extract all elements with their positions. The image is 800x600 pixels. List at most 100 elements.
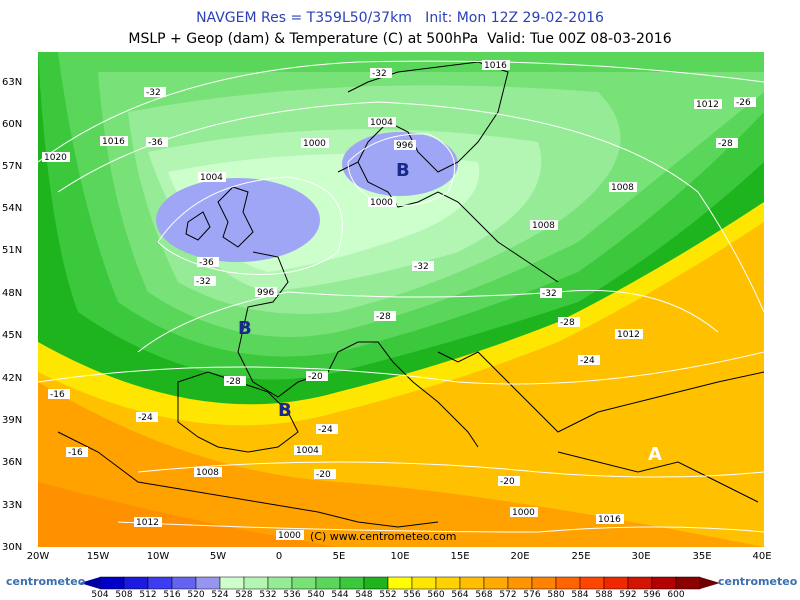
colorbar-value-label: 508 bbox=[115, 590, 133, 600]
lat-label-42n: 42N bbox=[2, 373, 23, 384]
pressure-system-label: B bbox=[396, 160, 410, 181]
colorbar-swatch bbox=[459, 576, 485, 590]
isobar-label: 1000 bbox=[370, 198, 393, 208]
colorbar-swatch bbox=[411, 576, 437, 590]
isobar-label: 1004 bbox=[370, 118, 393, 128]
isobar-label: 1004 bbox=[200, 173, 223, 183]
colorbar-value-label: 524 bbox=[211, 590, 229, 600]
isobar-label: 1012 bbox=[136, 518, 159, 528]
temp-label: -24 bbox=[580, 356, 595, 366]
temp-label: -28 bbox=[718, 139, 733, 149]
isobar-label: 1016 bbox=[484, 61, 507, 71]
colorbar-value-label: 592 bbox=[619, 590, 637, 600]
temp-label: -36 bbox=[199, 258, 214, 268]
lon-label-25e: 25E bbox=[571, 551, 591, 562]
colorbar-value-label: 564 bbox=[451, 590, 469, 600]
colorbar-swatch bbox=[627, 576, 653, 590]
colorbar-value-label: 580 bbox=[547, 590, 565, 600]
pressure-system-label: B bbox=[278, 400, 292, 421]
colorbar-swatch bbox=[147, 576, 173, 590]
colorbar-swatch bbox=[291, 576, 317, 590]
colorbar-swatch bbox=[123, 576, 149, 590]
colorbar-value-label: 528 bbox=[235, 590, 253, 600]
lon-label-10w: 10W bbox=[146, 551, 170, 562]
colorbar-value-label: 584 bbox=[571, 590, 589, 600]
lon-label-30e: 30E bbox=[631, 551, 651, 562]
isobar-label: 996 bbox=[257, 288, 274, 298]
colorbar-value-label: 544 bbox=[331, 590, 349, 600]
colorbar-swatch bbox=[555, 576, 581, 590]
lat-label-39n: 39N bbox=[2, 415, 23, 426]
lat-label-45n: 45N bbox=[2, 330, 23, 341]
colorbar-value-label: 540 bbox=[307, 590, 325, 600]
weather-map: 1016 1012 1020 1016 1004 1000 1004 996 1008 1000 1… bbox=[38, 52, 764, 547]
temp-label: -32 bbox=[196, 277, 211, 287]
colorbar-swatch bbox=[195, 576, 221, 590]
temp-label: -36 bbox=[148, 138, 163, 148]
lon-label-35e: 35E bbox=[692, 551, 712, 562]
temp-label: -32 bbox=[414, 262, 429, 272]
temp-label: -20 bbox=[316, 470, 331, 480]
colorbar-value-label: 536 bbox=[283, 590, 301, 600]
lat-label-60n: 60N bbox=[2, 119, 23, 130]
colorbar-swatch bbox=[363, 576, 389, 590]
isobar-label: 1016 bbox=[102, 137, 125, 147]
isobar-label: 1000 bbox=[303, 139, 326, 149]
colorbar-swatch bbox=[651, 576, 677, 590]
colorbar-swatch bbox=[339, 576, 365, 590]
temp-label: -28 bbox=[226, 377, 241, 387]
colorbar-value-label: 504 bbox=[91, 590, 109, 600]
temp-label: -28 bbox=[376, 312, 391, 322]
isobar-label: 1012 bbox=[696, 100, 719, 110]
isobar-label: 1008 bbox=[196, 468, 219, 478]
colorbar-value-label: 512 bbox=[139, 590, 157, 600]
colorbar-value-label: 576 bbox=[523, 590, 541, 600]
isobar-label: 1000 bbox=[278, 531, 301, 541]
colorbar-value-label: 556 bbox=[403, 590, 421, 600]
colorbar-value-label: 596 bbox=[643, 590, 661, 600]
lat-label-51n: 51N bbox=[2, 245, 23, 256]
colorbar-right-arrow bbox=[700, 577, 720, 589]
temp-label: -32 bbox=[372, 69, 387, 79]
copyright-text: (C) www.centrometeo.com bbox=[310, 530, 456, 543]
colorbar-value-label: 588 bbox=[595, 590, 613, 600]
colorbar-swatch bbox=[483, 576, 509, 590]
lat-label-57n: 57N bbox=[2, 161, 23, 172]
colorbar-swatch bbox=[387, 576, 413, 590]
colorbar-value-label: 532 bbox=[259, 590, 277, 600]
logo-left: centrometeo bbox=[6, 575, 86, 588]
title-line-1: NAVGEM Res = T359L50/37km Init: Mon 12Z … bbox=[196, 10, 604, 26]
isobar-label: 1004 bbox=[296, 446, 319, 456]
colorbar-value-label: 560 bbox=[427, 590, 445, 600]
lat-label-63n: 63N bbox=[2, 77, 23, 88]
colorbar-value-label: 552 bbox=[379, 590, 397, 600]
logo-right: centrometeo bbox=[718, 575, 798, 588]
colorbar-value-label: 516 bbox=[163, 590, 181, 600]
temp-label: -28 bbox=[560, 318, 575, 328]
colorbar-swatch bbox=[603, 576, 629, 590]
colorbar bbox=[0, 571, 800, 600]
temp-label: -32 bbox=[146, 88, 161, 98]
temp-label: -26 bbox=[736, 98, 751, 108]
lat-label-48n: 48N bbox=[2, 288, 23, 299]
temp-label: -24 bbox=[138, 413, 153, 423]
lat-label-30n: 30N bbox=[2, 542, 23, 553]
isobar-label: 1016 bbox=[598, 515, 621, 525]
isobar-label: 1008 bbox=[532, 221, 555, 231]
colorbar-swatch bbox=[579, 576, 605, 590]
colorbar-swatch bbox=[435, 576, 461, 590]
colorbar-swatch bbox=[99, 576, 125, 590]
lon-label-5e: 5E bbox=[332, 551, 346, 562]
isobar-label: 1000 bbox=[512, 508, 535, 518]
lat-label-54n: 54N bbox=[2, 203, 23, 214]
colorbar-value-label: 572 bbox=[499, 590, 517, 600]
pressure-system-label: B bbox=[238, 318, 252, 339]
lon-label-40e: 40E bbox=[752, 551, 772, 562]
temp-label: -32 bbox=[542, 289, 557, 299]
isobar-label: 996 bbox=[396, 141, 413, 151]
temp-label: -20 bbox=[308, 372, 323, 382]
colorbar-swatch bbox=[171, 576, 197, 590]
lat-label-33n: 33N bbox=[2, 500, 23, 511]
colorbar-swatch bbox=[507, 576, 533, 590]
colorbar-swatch bbox=[243, 576, 269, 590]
